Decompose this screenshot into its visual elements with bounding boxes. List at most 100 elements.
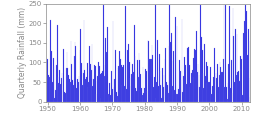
Bar [190,73,191,102]
Bar [53,66,54,102]
Bar [81,63,82,102]
Bar [86,63,87,102]
Bar [199,4,200,102]
Bar [87,87,88,102]
Bar [114,79,115,102]
Bar [177,94,178,102]
Bar [183,57,184,102]
Bar [243,21,244,102]
Bar [83,20,84,102]
Bar [203,44,204,102]
Bar [205,62,206,102]
Bar [185,84,186,102]
Bar [193,77,194,102]
Bar [55,90,56,102]
Bar [98,62,99,102]
Bar [93,79,94,102]
Bar [59,70,60,102]
Bar [89,46,90,102]
Bar [213,48,214,102]
Bar [229,88,230,102]
Bar [141,95,142,102]
Bar [84,70,85,102]
Bar [71,64,72,102]
Bar [197,64,198,102]
Bar [122,67,123,102]
Bar [210,94,211,102]
Bar [176,26,177,102]
Bar [240,69,241,102]
Bar [236,72,237,102]
Bar [154,4,155,102]
Bar [129,78,130,102]
Bar [231,93,232,102]
Bar [88,82,89,102]
Bar [75,46,76,102]
Bar [158,54,159,102]
Bar [159,71,160,102]
Bar [130,86,131,102]
Bar [228,6,229,102]
Bar [74,42,75,102]
Bar [140,88,141,102]
Bar [95,94,96,102]
Bar [200,37,201,102]
Bar [214,76,215,102]
Bar [233,82,234,102]
Y-axis label: Quarterly Rainfall (mm): Quarterly Rainfall (mm) [18,7,27,98]
Bar [234,29,235,102]
Bar [153,77,154,102]
Bar [51,51,52,102]
Bar [105,38,106,102]
Bar [216,64,217,102]
Bar [63,49,64,102]
Bar [249,78,250,102]
Bar [101,73,102,102]
Bar [215,78,216,102]
Bar [160,85,161,102]
Bar [225,87,226,102]
Bar [143,93,144,102]
Bar [133,25,134,102]
Bar [173,90,174,102]
Bar [126,89,127,102]
Bar [139,60,140,102]
Bar [78,76,79,102]
Bar [144,88,145,102]
Bar [120,65,121,102]
Bar [138,53,139,102]
Bar [56,65,57,102]
Bar [220,72,221,102]
Bar [48,75,49,102]
Bar [162,87,163,102]
Bar [121,85,122,102]
Bar [58,83,59,102]
Bar [239,56,240,102]
Bar [222,59,223,102]
Bar [180,80,181,102]
Bar [91,44,92,102]
Bar [145,71,146,102]
Bar [170,33,171,102]
Bar [201,50,202,102]
Bar [137,77,138,102]
Bar [61,73,62,102]
Bar [174,17,175,102]
Bar [146,91,147,102]
Bar [169,42,170,102]
Bar [147,40,148,102]
Bar [132,72,133,102]
Bar [117,68,118,102]
Bar [116,96,117,102]
Bar [171,86,172,102]
Bar [238,81,239,102]
Bar [246,55,247,102]
Bar [230,60,231,102]
Bar [227,83,228,102]
Bar [208,82,209,102]
Bar [209,67,210,102]
Bar [167,93,168,102]
Bar [104,65,105,102]
Bar [70,41,71,102]
Bar [149,59,150,102]
